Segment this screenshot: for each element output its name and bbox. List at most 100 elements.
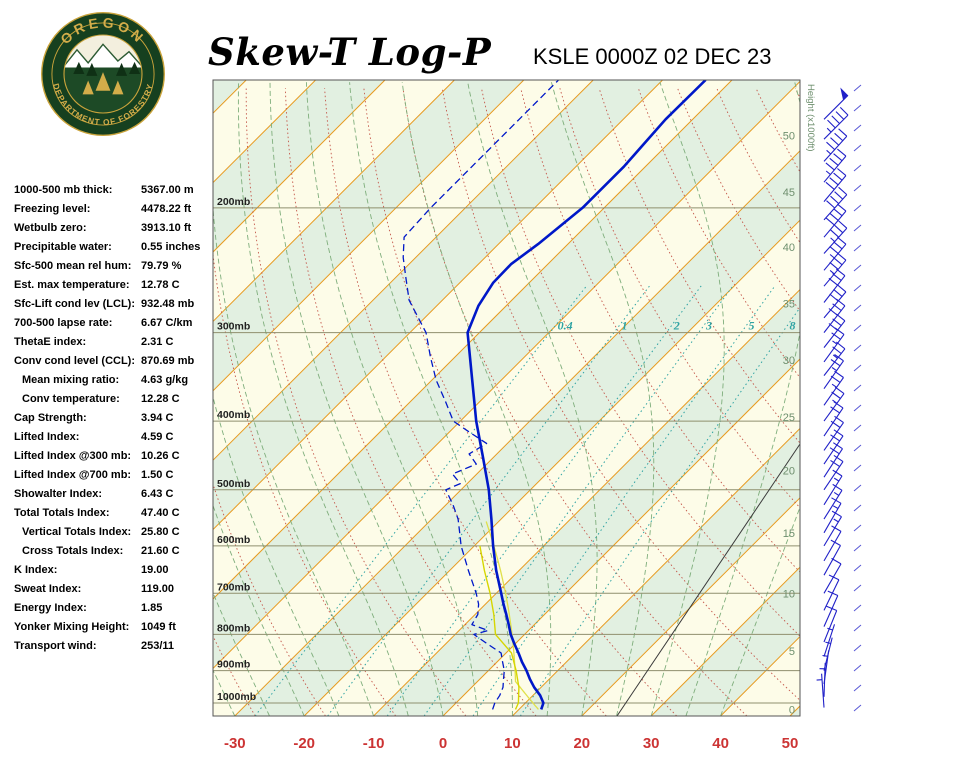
mixing-ratio-label: 5 <box>748 318 754 332</box>
wind-barb <box>823 539 841 576</box>
height-labels: 0 5 10 15 20 25 30 35 40 45 50 <box>783 130 795 716</box>
mixing-ratio-lines <box>254 284 800 716</box>
stat-label: Wetbulb zero: <box>14 222 87 234</box>
height-tick-label: 15 <box>783 528 795 540</box>
temp-axis-label: 10 <box>504 735 521 752</box>
stat-label: Showalter Index: <box>14 488 103 500</box>
temp-axis-label: -20 <box>293 735 315 752</box>
wind-barbs <box>816 87 849 708</box>
pressure-label: 600mb <box>217 534 250 546</box>
pressure-label: 1000mb <box>217 691 256 703</box>
odf-logo: OREGON DEPARTMENT OF FORESTRY <box>38 8 168 140</box>
height-tick-label: 25 <box>783 412 795 424</box>
wetbulb-curve <box>479 545 520 710</box>
stat-row: Cap Strength: 3.94 C <box>14 412 214 431</box>
wind-barb <box>823 624 836 657</box>
temp-axis-label: -10 <box>363 735 385 752</box>
stat-row: Yonker Mixing Height: 1049 ft <box>14 621 214 640</box>
wind-barb <box>823 442 843 478</box>
stat-value: 5367.00 m <box>141 184 194 196</box>
temp-axis-label: 50 <box>782 735 799 752</box>
wind-barb <box>823 370 844 406</box>
stat-value: 1049 ft <box>141 621 176 633</box>
stat-row: Sfc-Lift cond lev (LCL): 932.48 mb <box>14 298 214 317</box>
mixing-ratio-label: 0.4 <box>558 318 573 332</box>
stat-label: Yonker Mixing Height: <box>14 621 130 633</box>
stat-label: Energy Index: <box>14 602 87 614</box>
odf-logo-svg: OREGON DEPARTMENT OF FORESTRY <box>41 12 165 136</box>
stat-value: 4.63 g/kg <box>141 374 189 386</box>
page-title: Skew-T Log-P <box>208 30 492 74</box>
pressure-label: 300mb <box>217 321 250 333</box>
stat-label: 1000-500 mb thick: <box>14 184 113 196</box>
wind-barb <box>823 510 842 547</box>
stat-label: Lifted Index @300 mb: <box>14 450 132 462</box>
stat-row: 700-500 lapse rate: 6.67 C/km <box>14 317 214 336</box>
pressure-label: 400mb <box>217 409 250 421</box>
stat-value: 6.67 C/km <box>141 317 193 329</box>
stat-value: 253/11 <box>141 640 175 652</box>
wind-barb <box>823 590 839 627</box>
logo-mid-ring <box>51 22 155 126</box>
stat-row: Lifted Index @300 mb: 10.26 C <box>14 450 214 469</box>
stat-row: Est. max temperature: 12.78 C <box>14 279 214 298</box>
stat-value: 1.85 <box>141 602 163 614</box>
pressure-label: 800mb <box>217 622 250 634</box>
wind-barb <box>823 525 842 562</box>
wind-barb <box>823 605 838 643</box>
temp-axis-label: 0 <box>439 735 447 752</box>
stat-value: 12.78 C <box>141 279 180 291</box>
height-tick-label: 20 <box>783 466 795 478</box>
height-tick-label: 40 <box>783 242 795 254</box>
height-axis-label: Height (x1000ft) <box>805 84 816 152</box>
stat-value: 3913.10 ft <box>141 222 192 234</box>
stat-value: 4478.22 ft <box>141 203 192 215</box>
stat-row: Sfc-500 mean rel hum: 79.79 % <box>14 260 214 279</box>
height-tick-label: 30 <box>783 355 795 367</box>
stat-value: 6.43 C <box>141 488 174 500</box>
temp-axis-label: -30 <box>224 735 246 752</box>
wind-barb <box>823 236 847 271</box>
stat-row: 1000-500 mb thick: 5367.00 m <box>14 184 214 203</box>
stat-value: 19.00 <box>141 564 169 576</box>
stat-row: Conv temperature: 12.28 C <box>14 393 214 412</box>
stat-row: Total Totals Index: 47.40 C <box>14 507 214 526</box>
stat-label: Conv temperature: <box>22 393 120 405</box>
stat-label: Transport wind: <box>14 640 97 652</box>
wind-barb <box>823 128 848 162</box>
height-tick-label: 0 <box>789 704 795 716</box>
stat-value: 3.94 C <box>141 412 174 424</box>
stat-label: Sweat Index: <box>14 583 82 595</box>
temp-axis-label: 30 <box>643 735 660 752</box>
height-tick-label: 50 <box>783 130 795 142</box>
wind-barb <box>823 87 849 120</box>
right-tick-column <box>853 84 862 712</box>
wind-barb <box>823 574 840 611</box>
height-tick-label: 10 <box>783 588 795 600</box>
stat-label: Conv cond level (CCL): <box>14 355 136 367</box>
wind-barb <box>816 673 825 708</box>
wind-barb <box>823 327 845 363</box>
wind-barb <box>823 497 842 534</box>
stat-value: 79.79 % <box>141 260 182 272</box>
stat-row: K Index: 19.00 <box>14 564 214 583</box>
wind-barb <box>823 313 846 348</box>
stat-label: Cap Strength: <box>14 412 87 424</box>
station-time: KSLE 0000Z 02 DEC 23 <box>533 44 772 69</box>
stat-row: Sweat Index: 119.00 <box>14 583 214 602</box>
temperature-curve <box>466 80 707 710</box>
stat-label: Lifted Index @700 mb: <box>14 469 132 481</box>
plot-area <box>213 80 800 716</box>
stat-value: 10.26 C <box>141 450 180 462</box>
wind-barb <box>823 107 849 140</box>
wind-barb <box>823 220 848 254</box>
wind-barb <box>822 650 830 685</box>
wind-barb <box>823 557 842 594</box>
wind-barb <box>823 268 846 303</box>
stat-value: 21.60 C <box>141 545 180 557</box>
stat-label: Cross Totals Index: <box>22 545 124 557</box>
stat-label: Mean mixing ratio: <box>22 374 120 386</box>
stat-label: Vertical Totals Index: <box>22 526 132 538</box>
stat-row: Transport wind: 253/11 <box>14 640 214 659</box>
